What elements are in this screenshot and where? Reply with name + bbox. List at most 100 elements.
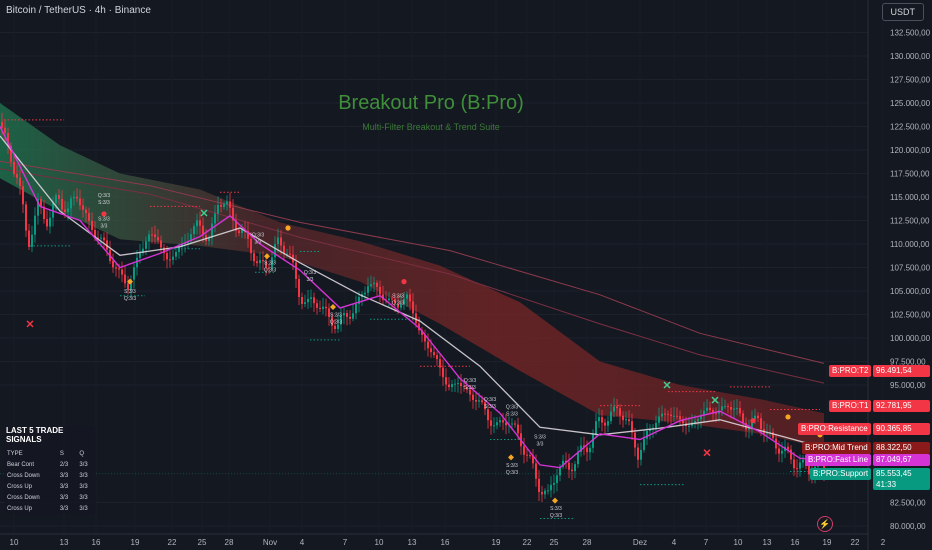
candle-body[interactable] <box>163 247 165 254</box>
signal-diamond-marker[interactable] <box>552 497 558 504</box>
signal-dot-marker[interactable] <box>785 414 791 420</box>
candle-body[interactable] <box>406 294 408 299</box>
candle-body[interactable] <box>637 447 639 460</box>
candle-body[interactable] <box>220 204 222 207</box>
candle-body[interactable] <box>142 248 144 254</box>
candle-body[interactable] <box>307 298 309 303</box>
candle-body[interactable] <box>103 237 105 241</box>
candle-body[interactable] <box>97 237 99 239</box>
candle-body[interactable] <box>403 298 405 305</box>
candle-body[interactable] <box>688 425 690 427</box>
candle-body[interactable] <box>499 420 501 423</box>
candle-body[interactable] <box>541 492 543 495</box>
candle-body[interactable] <box>787 446 789 450</box>
price-label-value[interactable]: 96.491,54 <box>873 364 930 377</box>
candle-body[interactable] <box>124 274 126 284</box>
candle-body[interactable] <box>646 430 648 439</box>
candle-body[interactable] <box>130 279 132 291</box>
candle-body[interactable] <box>19 177 21 187</box>
candle-body[interactable] <box>532 455 534 464</box>
candle-body[interactable] <box>550 484 552 491</box>
candle-body[interactable] <box>430 348 432 353</box>
candle-body[interactable] <box>265 261 267 268</box>
candle-body[interactable] <box>13 161 15 174</box>
candle-body[interactable] <box>349 316 351 319</box>
candle-body[interactable] <box>277 237 279 245</box>
candle-body[interactable] <box>55 195 57 203</box>
candle-body[interactable] <box>589 447 591 453</box>
candle-body[interactable] <box>196 220 198 227</box>
candle-body[interactable] <box>85 209 87 214</box>
candle-body[interactable] <box>634 432 636 448</box>
candle-body[interactable] <box>40 198 42 207</box>
candle-body[interactable] <box>37 198 39 216</box>
candle-body[interactable] <box>145 241 147 249</box>
candle-body[interactable] <box>382 294 384 300</box>
candle-body[interactable] <box>91 220 93 230</box>
candle-body[interactable] <box>115 267 117 269</box>
candle-body[interactable] <box>280 237 282 246</box>
candle-body[interactable] <box>214 213 216 224</box>
candle-body[interactable] <box>211 223 213 238</box>
candle-body[interactable] <box>148 234 150 242</box>
candle-body[interactable] <box>400 304 402 308</box>
candle-body[interactable] <box>742 413 744 423</box>
candle-body[interactable] <box>655 422 657 428</box>
candle-body[interactable] <box>289 253 291 255</box>
candle-body[interactable] <box>454 383 456 385</box>
candle-body[interactable] <box>469 389 471 395</box>
candle-body[interactable] <box>643 438 645 450</box>
candle-body[interactable] <box>70 198 72 209</box>
candle-body[interactable] <box>709 407 711 411</box>
lightning-icon[interactable]: ⚡ <box>817 516 833 532</box>
candle-body[interactable] <box>502 420 504 423</box>
candle-body[interactable] <box>673 415 675 417</box>
candle-body[interactable] <box>28 230 30 247</box>
candle-body[interactable] <box>136 257 138 268</box>
candle-body[interactable] <box>427 341 429 349</box>
candle-body[interactable] <box>388 298 390 301</box>
candle-body[interactable] <box>667 413 669 415</box>
candle-body[interactable] <box>364 292 366 295</box>
signal-dot-marker[interactable] <box>401 279 407 285</box>
candle-body[interactable] <box>118 268 120 270</box>
candle-body[interactable] <box>697 419 699 422</box>
candle-body[interactable] <box>529 455 531 457</box>
candle-body[interactable] <box>517 424 519 434</box>
candle-body[interactable] <box>577 451 579 465</box>
candle-body[interactable] <box>94 229 96 238</box>
candle-body[interactable] <box>355 303 357 314</box>
candle-body[interactable] <box>478 400 480 402</box>
candle-body[interactable] <box>358 297 360 304</box>
candle-body[interactable] <box>604 422 606 426</box>
candle-body[interactable] <box>448 384 450 388</box>
candle-body[interactable] <box>10 145 12 162</box>
candle-body[interactable] <box>274 244 276 258</box>
candle-body[interactable] <box>664 413 666 415</box>
candle-body[interactable] <box>565 460 567 463</box>
signal-cross-marker[interactable] <box>703 449 711 457</box>
candle-body[interactable] <box>649 429 651 431</box>
price-label-value[interactable]: 88.322,50 <box>873 441 930 454</box>
candle-body[interactable] <box>760 418 762 430</box>
candle-body[interactable] <box>547 490 549 492</box>
candle-body[interactable] <box>268 267 270 269</box>
candle-body[interactable] <box>169 259 171 261</box>
candle-body[interactable] <box>490 420 492 426</box>
candle-body[interactable] <box>199 220 201 226</box>
candle-body[interactable] <box>370 284 372 287</box>
candle-body[interactable] <box>568 462 570 470</box>
candle-body[interactable] <box>706 407 708 411</box>
candle-body[interactable] <box>235 220 237 231</box>
candle-body[interactable] <box>670 414 672 417</box>
candle-body[interactable] <box>7 132 9 146</box>
candle-body[interactable] <box>295 262 297 279</box>
candle-body[interactable] <box>151 234 153 236</box>
signal-diamond-marker[interactable] <box>330 303 336 310</box>
candle-body[interactable] <box>286 253 288 255</box>
candle-body[interactable] <box>223 204 225 207</box>
candle-body[interactable] <box>607 421 609 426</box>
candle-body[interactable] <box>493 425 495 427</box>
candle-body[interactable] <box>61 198 63 210</box>
candle-body[interactable] <box>418 323 420 331</box>
